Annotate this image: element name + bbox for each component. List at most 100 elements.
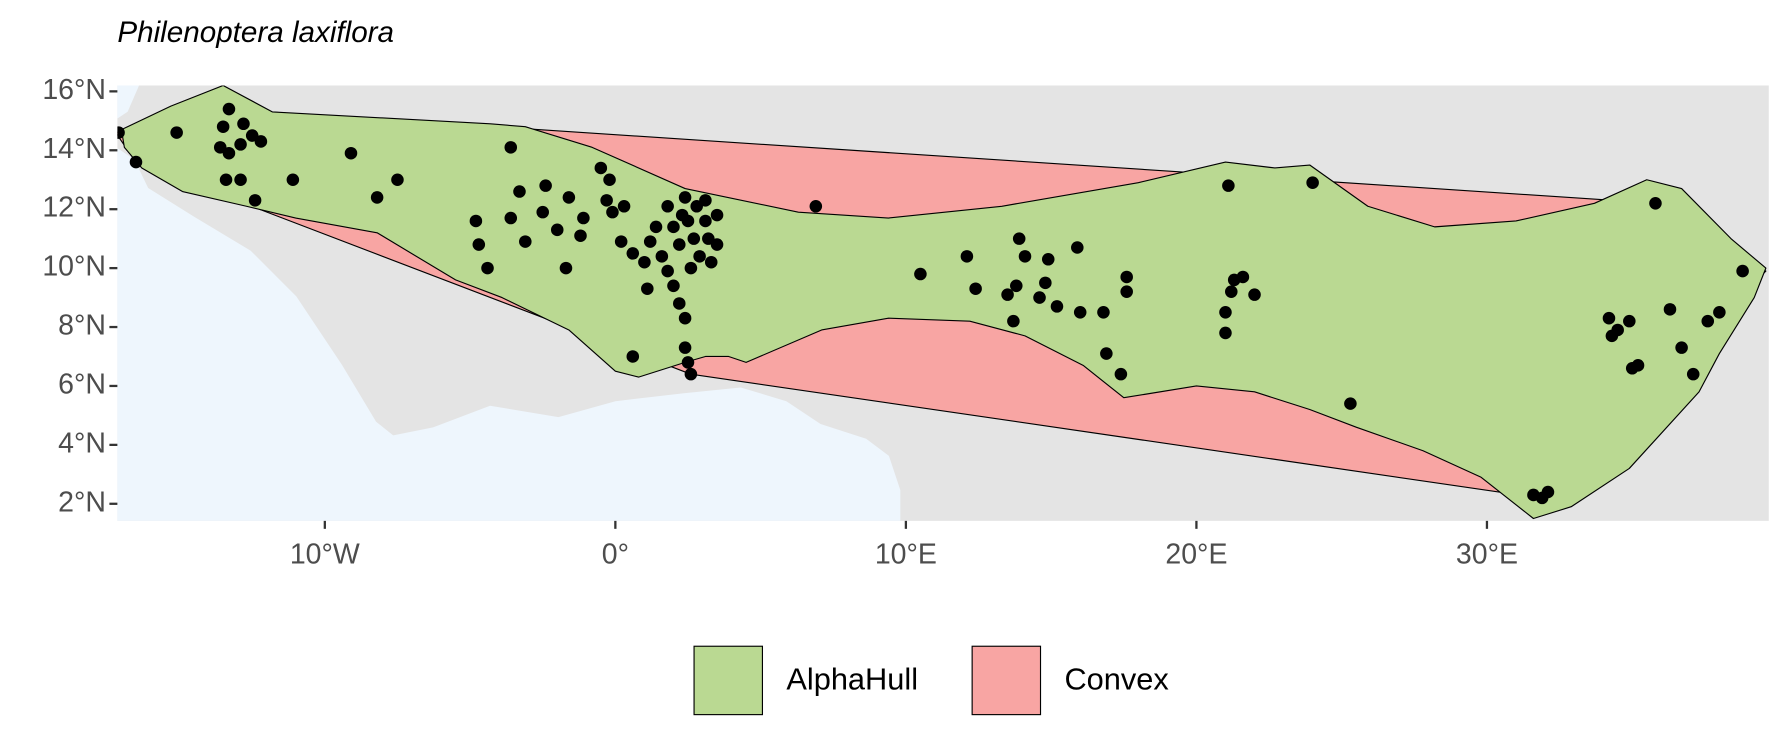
occurrence-point	[626, 247, 640, 260]
occurrence-point	[1344, 397, 1357, 410]
occurrence-point	[1686, 367, 1700, 381]
occurrence-point	[1236, 270, 1250, 284]
occurrence-point	[1701, 314, 1715, 328]
occurrence-point	[960, 250, 974, 263]
occurrence-point	[655, 250, 669, 263]
occurrence-point	[678, 341, 692, 354]
occurrence-point	[661, 199, 674, 213]
legend-label: AlphaHull	[786, 662, 918, 697]
occurrence-point	[614, 235, 628, 248]
x-tick-label: 30°E	[1456, 539, 1518, 571]
y-tick-label: 8°N	[58, 310, 106, 342]
occurrence-point	[1097, 306, 1110, 319]
y-tick-label: 4°N	[58, 427, 106, 459]
occurrence-point	[687, 232, 701, 245]
occurrence-point	[234, 173, 247, 187]
occurrence-point	[472, 238, 486, 251]
occurrence-point	[681, 356, 695, 369]
occurrence-point	[1219, 306, 1232, 319]
occurrence-point	[681, 214, 695, 228]
occurrence-point	[600, 194, 613, 207]
occurrence-point	[693, 250, 706, 263]
occurrence-point	[574, 229, 587, 242]
occurrence-point	[710, 208, 724, 222]
occurrence-point	[481, 261, 494, 275]
occurrence-point	[391, 173, 404, 187]
ocean	[117, 85, 140, 119]
y-tick-label: 12°N	[42, 192, 106, 224]
occurrence-point	[344, 146, 358, 160]
occurrence-point	[504, 141, 518, 154]
occurrence-point	[1012, 232, 1026, 245]
occurrence-point	[536, 205, 549, 219]
occurrence-point	[914, 267, 927, 281]
occurrence-point	[1120, 285, 1133, 298]
occurrence-point	[1225, 285, 1238, 298]
x-tick-label: 10°W	[290, 539, 360, 571]
occurrence-point	[684, 367, 698, 381]
legend-key	[693, 645, 764, 716]
occurrence-point	[1535, 491, 1549, 505]
occurrence-point	[129, 155, 143, 169]
legend-label: Convex	[1064, 662, 1169, 697]
occurrence-point	[1033, 291, 1046, 304]
x-tick-label: 10°E	[875, 539, 937, 571]
occurrence-point	[1114, 367, 1128, 381]
occurrence-point	[219, 173, 233, 187]
x-tick-label: 20°E	[1165, 539, 1227, 571]
occurrence-point	[550, 223, 564, 237]
occurrence-point	[286, 173, 300, 187]
x-tick-label: 0°	[602, 539, 629, 571]
occurrence-point	[577, 211, 590, 225]
occurrence-point	[559, 261, 573, 275]
occurrence-point	[1120, 270, 1133, 284]
y-tick-label: 14°N	[42, 133, 106, 165]
occurrence-point	[117, 126, 125, 139]
occurrence-point	[1001, 288, 1014, 301]
occurrence-point	[673, 297, 686, 310]
occurrence-point	[1623, 314, 1636, 328]
y-tick-label: 10°N	[42, 251, 106, 283]
occurrence-point	[469, 214, 483, 228]
occurrence-point	[1222, 179, 1235, 192]
occurrence-point	[1248, 288, 1261, 301]
y-tick-label: 2°N	[58, 486, 106, 518]
occurrence-point	[504, 211, 518, 225]
occurrence-point	[170, 126, 183, 139]
ocean	[117, 148, 901, 521]
y-tick-label: 16°N	[42, 74, 106, 106]
occurrence-point	[562, 191, 576, 204]
legend-key	[971, 645, 1042, 716]
occurrence-point	[1039, 276, 1052, 290]
occurrence-point	[643, 235, 657, 248]
occurrence-point	[969, 282, 982, 296]
occurrence-point	[809, 199, 823, 213]
occurrence-point	[661, 264, 674, 278]
occurrence-point	[1041, 253, 1055, 266]
occurrence-point	[603, 173, 616, 187]
occurrence-point	[1010, 279, 1023, 293]
occurrence-point	[678, 311, 692, 325]
occurrence-point	[678, 191, 692, 204]
occurrence-point	[617, 199, 631, 213]
occurrence-point	[649, 220, 663, 234]
occurrence-point	[1631, 359, 1645, 372]
occurrence-point	[699, 194, 712, 207]
occurrence-point	[1073, 306, 1087, 319]
occurrence-point	[1602, 311, 1616, 325]
occurrence-point	[1306, 176, 1319, 189]
occurrence-point	[237, 117, 250, 131]
occurrence-point	[513, 185, 526, 198]
occurrence-point	[1663, 303, 1677, 316]
occurrence-point	[1007, 314, 1020, 328]
occurrence-point	[594, 161, 608, 175]
occurrence-point	[1675, 341, 1688, 354]
occurrence-point	[673, 238, 686, 251]
occurrence-point	[1071, 241, 1084, 254]
occurrence-point	[222, 146, 236, 160]
occurrence-point	[667, 279, 680, 293]
occurrence-point	[626, 350, 640, 363]
occurrence-point	[222, 102, 236, 116]
occurrence-point	[1611, 323, 1624, 337]
